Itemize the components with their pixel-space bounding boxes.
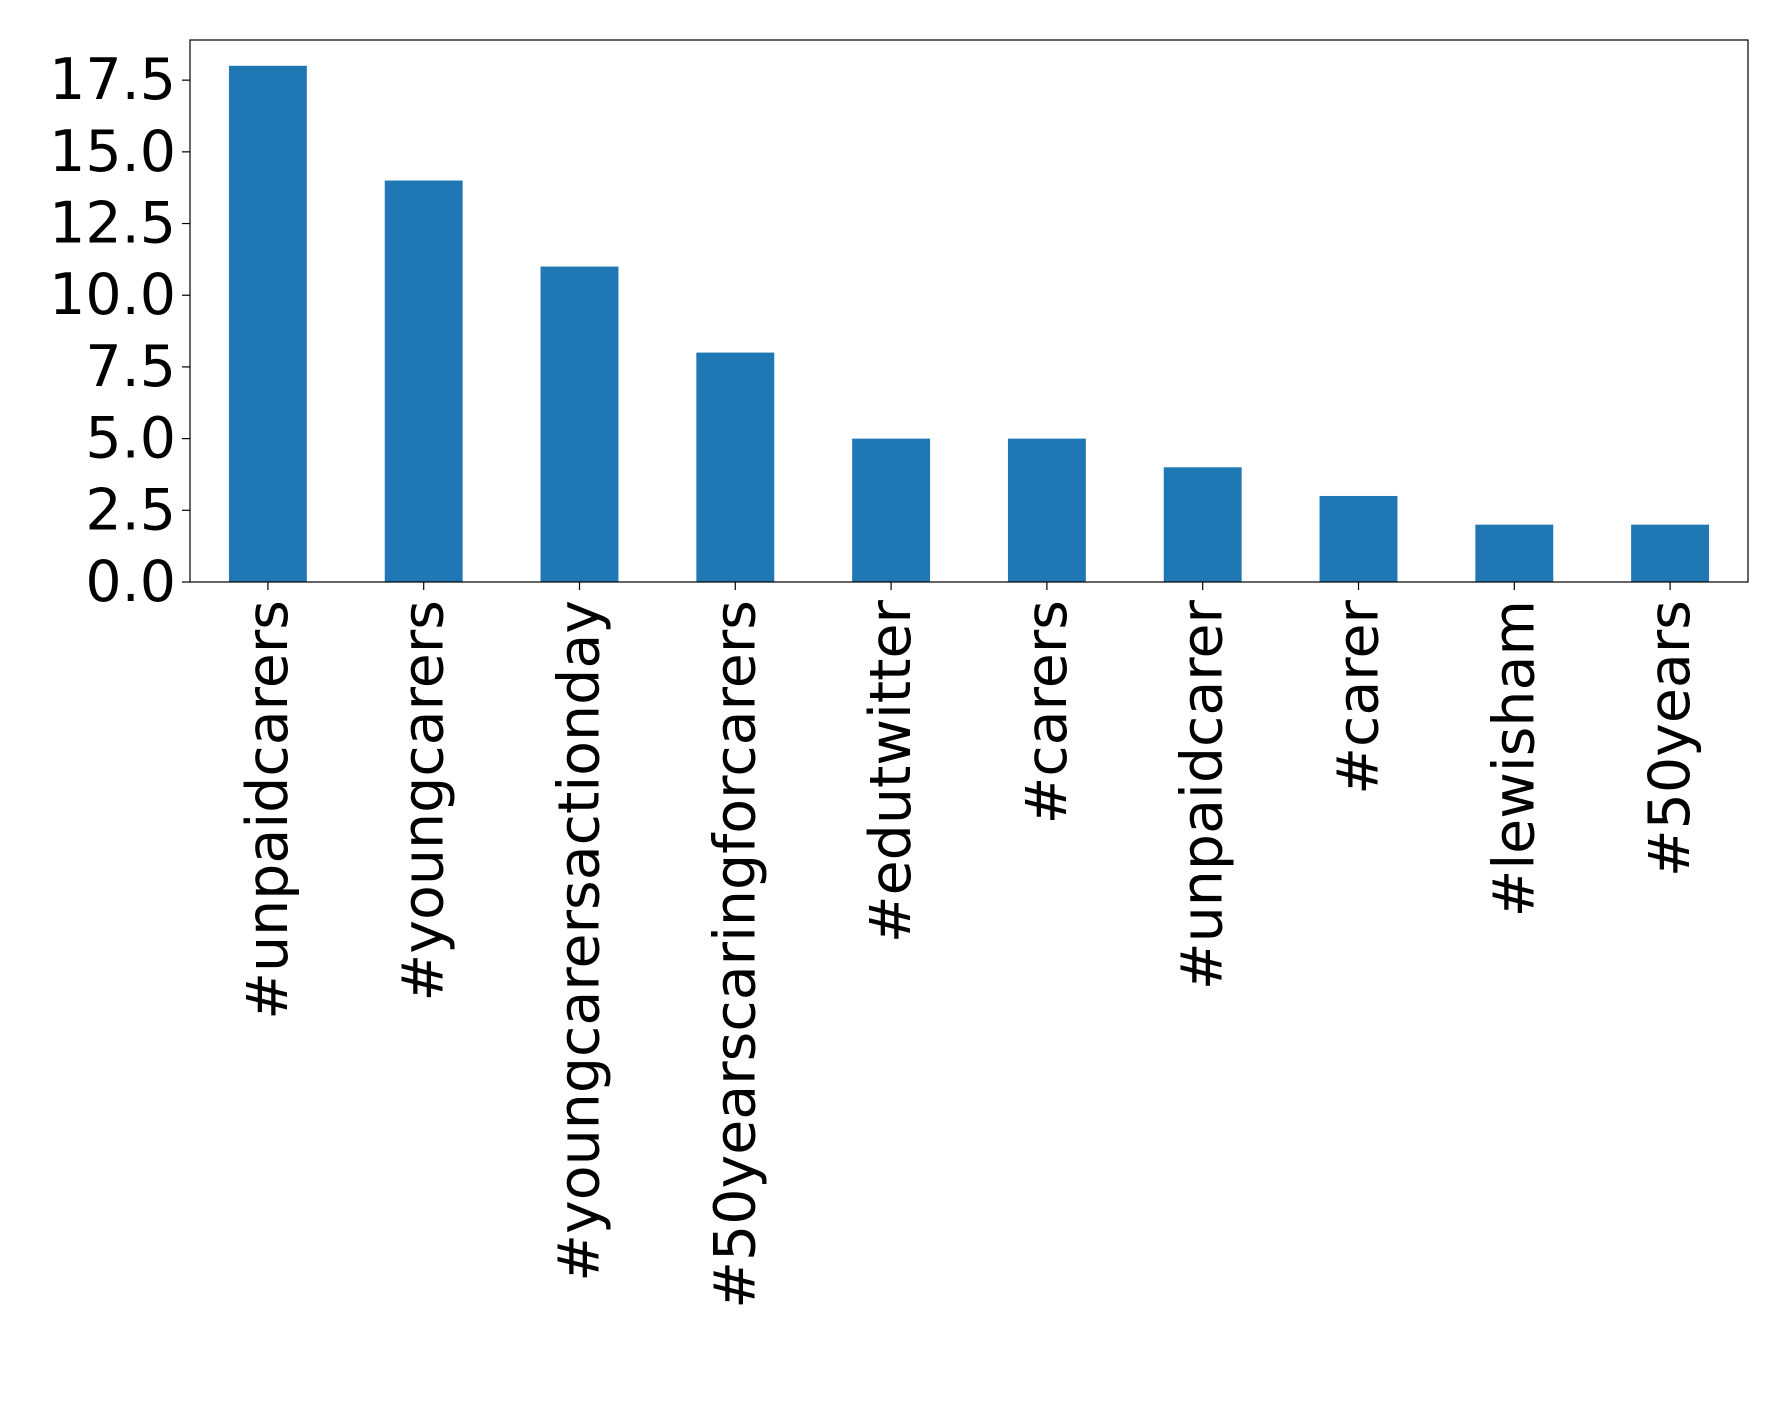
bar-unpaidcarers	[228, 65, 307, 583]
x-tick-label: #carer	[1326, 599, 1392, 794]
y-axis: 0.02.55.07.510.012.515.017.5	[49, 47, 190, 615]
y-tick-label: 2.5	[85, 477, 176, 543]
bar-carers	[1007, 438, 1086, 582]
y-tick-label: 15.0	[49, 119, 176, 185]
bar-youngcarers	[384, 180, 463, 582]
bar-lewisham	[1475, 524, 1554, 582]
x-tick-label: #youngcarersactionday	[547, 600, 613, 1282]
y-tick-label: 17.5	[49, 47, 176, 113]
x-tick-label: #50years	[1637, 600, 1703, 877]
x-tick-label: #edutwitter	[858, 599, 924, 943]
x-tick-label: #unpaidcarers	[235, 600, 301, 1020]
y-tick-label: 7.5	[85, 334, 176, 400]
bar-youngcarersactionday	[540, 266, 619, 582]
y-tick-label: 5.0	[85, 406, 176, 472]
bar-edutwitter	[852, 438, 931, 582]
y-tick-label: 10.0	[49, 262, 176, 328]
x-tick-label: #lewisham	[1481, 600, 1547, 917]
x-tick-label: #50yearscaringforcarers	[702, 600, 768, 1309]
bar-series	[228, 65, 1710, 583]
x-axis: #unpaidcarers #youngcarers #youngcarersact…	[235, 582, 1703, 1309]
bar-50years	[1631, 524, 1710, 582]
x-tick-label: #youngcarers	[391, 600, 457, 1001]
plot-frame	[189, 39, 1749, 583]
x-tick-label: #unpaidcarer	[1170, 599, 1236, 990]
x-tick-label: #carers	[1014, 600, 1080, 824]
bar-unpaidcarer	[1163, 467, 1242, 582]
y-tick-label: 12.5	[49, 191, 176, 257]
bar-50yearscaringforcarers	[696, 352, 775, 582]
bar-carer	[1319, 495, 1398, 582]
y-tick-label: 0.0	[85, 549, 176, 615]
